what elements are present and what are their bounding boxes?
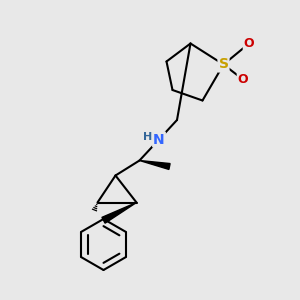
Polygon shape [140, 160, 170, 169]
Polygon shape [102, 202, 136, 223]
Text: S: S [218, 58, 229, 71]
Text: O: O [244, 37, 254, 50]
Text: N: N [153, 133, 165, 146]
Text: H: H [143, 132, 152, 142]
Text: O: O [238, 73, 248, 86]
